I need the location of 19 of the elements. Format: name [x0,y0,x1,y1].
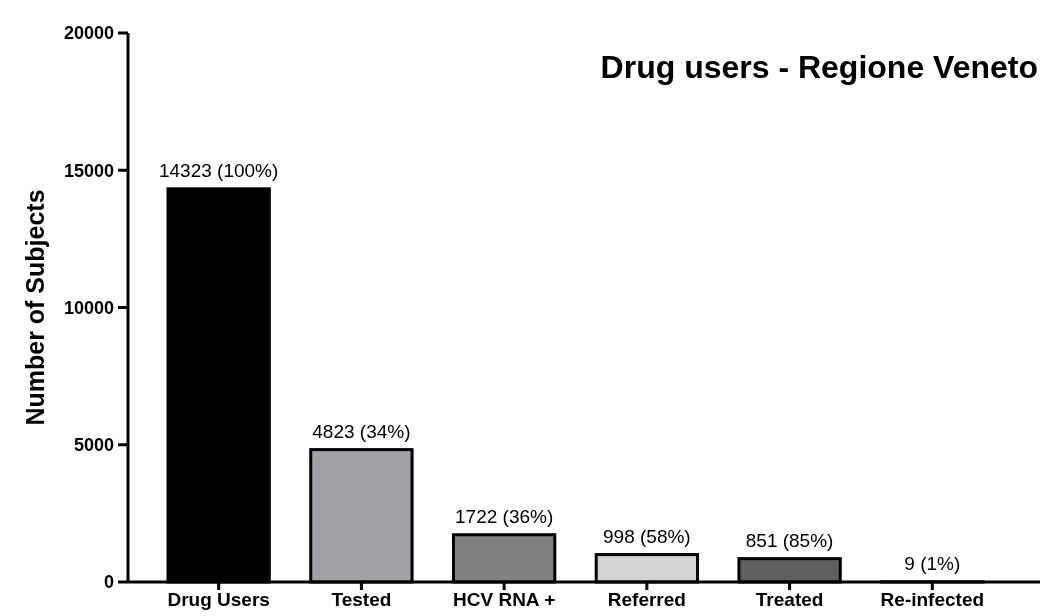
x-tick-label: Tested [331,589,392,610]
y-tick-label: 20000 [63,23,114,44]
y-tick-label: 15000 [63,160,114,181]
x-tick-label: Referred [607,589,686,610]
x-tick-label: Treated [755,589,824,610]
data-label: 851 (85%) [745,529,834,551]
y-axis-title: Number of Subjects [21,189,49,426]
x-tick-label: Re-infected [880,589,985,610]
data-label: 4823 (34%) [312,420,411,442]
y-tick-label: 5000 [73,435,114,456]
y-tick-label: 10000 [63,297,114,318]
y-tick-label: 0 [103,572,114,593]
data-label: 9 (1%) [904,552,961,574]
x-tick-label: Drug Users [167,589,270,610]
data-label: 1722 (36%) [455,505,554,527]
data-label: 14323 (100%) [158,159,279,181]
data-label: 998 (58%) [603,525,691,547]
text: Drug users - Regione Veneto [600,49,1038,85]
x-tick-label: HCV RNA + [453,589,556,610]
